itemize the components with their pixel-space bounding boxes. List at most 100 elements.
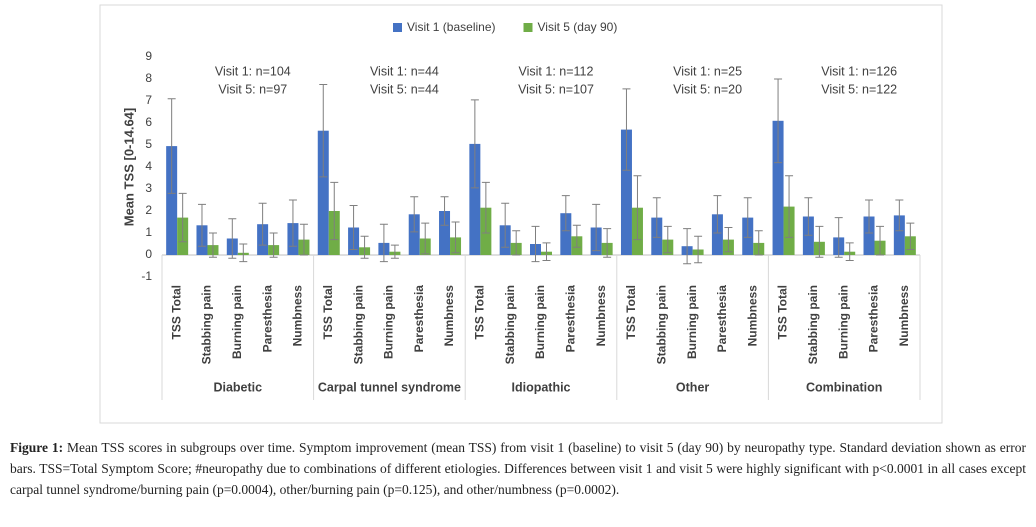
error-bar	[512, 230, 521, 256]
error-bar	[572, 224, 581, 248]
group-note: Visit 1: n=44	[370, 64, 439, 78]
x-tick-label: Paresthesia	[867, 285, 881, 353]
group-label: Other	[676, 380, 709, 394]
error-bar	[239, 243, 248, 263]
bar	[166, 146, 178, 255]
x-tick-label: Burning pain	[382, 285, 396, 359]
x-tick-label: Stabbing pain	[806, 285, 820, 364]
y-tick-label: 0	[145, 247, 152, 261]
x-tick-label: TSS Total	[776, 285, 790, 339]
x-tick-label: TSS Total	[169, 285, 183, 339]
x-tick-label: Stabbing pain	[654, 285, 668, 364]
x-tick-label: Paresthesia	[260, 285, 274, 353]
x-tick-label: Burning pain	[836, 285, 850, 359]
error-bar	[845, 242, 854, 261]
y-tick-label: 1	[145, 225, 152, 239]
bar	[893, 215, 905, 255]
group-note: Visit 1: n=126	[821, 64, 897, 78]
group-label: Idiopathic	[511, 380, 570, 394]
error-bar	[178, 192, 187, 243]
error-bar	[531, 225, 540, 263]
y-tick-label: -1	[141, 269, 152, 283]
legend-swatch	[523, 23, 533, 32]
error-bar	[390, 244, 399, 259]
x-tick-label: Stabbing pain	[503, 285, 517, 364]
error-bar	[470, 99, 479, 189]
group-note: Visit 1: n=104	[215, 64, 291, 78]
group-note: Visit 1: n=25	[673, 64, 742, 78]
legend-label: Visit 5 (day 90)	[538, 20, 618, 34]
x-tick-label: Burning pain	[533, 285, 547, 359]
error-bar	[804, 197, 813, 236]
group-note: Visit 5: n=122	[821, 82, 897, 96]
error-bar	[622, 88, 631, 171]
chart-frame	[99, 4, 943, 424]
error-bar	[330, 181, 339, 241]
error-bar	[288, 199, 297, 247]
error-bar	[319, 84, 328, 178]
y-tick-label: 2	[145, 203, 152, 217]
bar	[469, 143, 481, 255]
x-tick-label: TSS Total	[321, 285, 335, 339]
x-tick-label: Stabbing pain	[200, 285, 214, 364]
y-tick-label: 9	[145, 49, 152, 63]
group-note: Visit 5: n=20	[673, 82, 742, 96]
caption: Figure 1: Mean TSS scores in subgroups o…	[10, 437, 1026, 500]
chart: Mean TSS [0-14.64] -1 0 1 2 3 4 5 6 7 8 9 Visit 1 (…	[99, 4, 943, 424]
error-bar	[197, 203, 206, 247]
y-axis-label: Mean TSS [0-14.64]	[121, 108, 136, 227]
error-bar	[724, 227, 733, 253]
group-note: Visit 1: n=112	[519, 64, 594, 78]
bar	[711, 214, 723, 255]
x-tick-label: Stabbing pain	[351, 285, 365, 364]
error-bar	[299, 223, 308, 256]
bar	[620, 129, 632, 255]
error-bar	[379, 223, 388, 263]
error-bar	[865, 199, 874, 234]
error-bar	[663, 225, 672, 254]
error-bar	[269, 232, 278, 258]
error-bar	[906, 222, 915, 250]
error-bar	[876, 225, 885, 256]
error-bar	[743, 197, 752, 238]
group-note: Visit 5: n=97	[218, 82, 287, 96]
x-tick-label: Burning pain	[230, 285, 244, 359]
y-tick-label: 6	[145, 115, 152, 129]
x-tick-label: Paresthesia	[412, 285, 426, 353]
legend-label: Visit 1 (baseline)	[407, 20, 496, 34]
error-bar	[592, 203, 601, 252]
error-bar	[349, 205, 358, 250]
x-tick-label: Burning pain	[685, 285, 699, 359]
error-bar	[895, 199, 904, 232]
bar	[802, 216, 814, 255]
error-bar	[633, 175, 642, 241]
error-bar	[410, 196, 419, 233]
group-label: Diabetic	[213, 380, 262, 394]
y-tick-label: 5	[145, 137, 152, 151]
caption-label: Figure 1:	[10, 440, 64, 455]
error-bar	[208, 232, 217, 258]
error-bar	[683, 228, 692, 265]
error-bar	[451, 221, 460, 254]
bar	[772, 120, 784, 255]
error-bar	[258, 202, 267, 246]
error-bar	[815, 225, 824, 258]
bar	[408, 214, 420, 255]
error-bar	[542, 242, 551, 261]
error-bar	[501, 202, 510, 248]
x-tick-label: Numbness	[442, 285, 456, 347]
caption-text: Mean TSS scores in subgroups over time. …	[10, 440, 1027, 497]
error-bar	[754, 230, 763, 256]
x-tick-label: TSS Total	[473, 285, 487, 339]
x-tick-label: Numbness	[594, 285, 608, 347]
y-tick-label: 7	[145, 93, 152, 107]
error-bar	[481, 181, 490, 234]
y-tick-label: 3	[145, 181, 152, 195]
error-bar	[834, 217, 843, 258]
error-bar	[561, 195, 570, 232]
group-label: Combination	[806, 380, 882, 394]
legend-swatch	[393, 23, 402, 32]
x-tick-label: Numbness	[897, 285, 911, 347]
error-bar	[421, 222, 430, 255]
